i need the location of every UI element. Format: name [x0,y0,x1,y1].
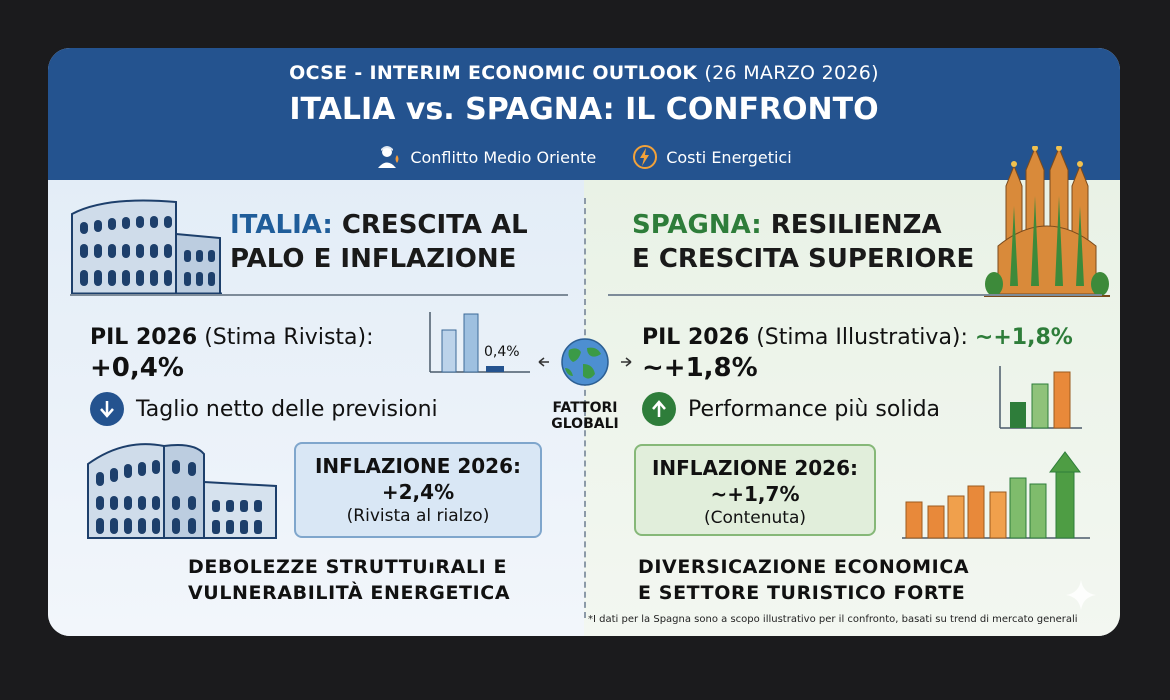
spain-title-line1: RESILIENZA [770,210,942,240]
italy-pil-qualifier: (Stima Rivista): [204,325,374,350]
global-factors: FATTORI GLOBALI [535,338,635,432]
italy-bar-2 [463,313,479,373]
spain-pil-value: ~+1,8% [642,353,758,383]
italy-bottom-line1: DEBOLEZZE STRUTTUıRALI E [188,556,508,578]
italy-title-line1: CRESCITA AL [341,210,528,240]
spain-bar-2 [1031,383,1049,429]
colosseum-lower-icon [87,443,277,539]
spain-title-line2: E CRESCITA SUPERIORE [632,244,975,274]
tag-conflict-label: Conflitto Medio Oriente [410,147,597,167]
italy-inflation-title: INFLAZIONE 2026: [314,454,522,478]
tag-energy-label: Costi Energetici [666,147,792,167]
spain-name: SPAGNA: [632,210,762,240]
spain-separator [608,294,1102,296]
spain-inflation-value: ~+1,7% [710,482,800,506]
spain-note-text: Performance più solida [688,396,941,422]
spain-inflation-box: INFLAZIONE 2026: ~+1,7% (Contenuta) [634,444,876,536]
italy-bottom-line2: VULNERABILITÀ ENERGETICA [188,582,511,604]
italy-title: ITALIA: CRESCITA AL PALO E INFLAZIONE [230,208,528,276]
global-label-1: FATTORI [552,400,618,416]
tag-energy: Costi Energetici [632,144,792,170]
italy-mini-bar-chart [429,312,530,373]
arrow-up-icon [642,392,676,426]
italy-note-text: Taglio netto delle previsioni [136,396,438,422]
panel-divider [584,198,586,618]
italy-pil-value: +0,4% [90,353,184,383]
italy-chart-label: 0,4% [484,344,520,360]
spain-bar-1 [1010,402,1026,428]
spain-note: Performance più solida [642,392,940,426]
tag-conflict: Conflitto Medio Oriente [376,144,596,170]
spain-pil-label: PIL 2026 (Stima Illustrativa): ~+1,8% [642,324,1073,352]
italy-inflation-note: (Rivista al rialzo) [346,506,490,526]
header-subtitle: OCSE - INTERIM ECONOMIC OUTLOOK (26 MARZ… [48,62,1120,84]
subtitle-source: OCSE - INTERIM ECONOMIC OUTLOOK [289,62,698,84]
header-title: ITALIA vs. SPAGNA: IL CONFRONTO [289,92,879,127]
italy-title-line2: PALO E INFLAZIONE [230,244,517,274]
spain-pil-title: PIL 2026 [642,325,750,350]
header-banner: OCSE - INTERIM ECONOMIC OUTLOOK (26 MARZ… [48,48,1120,180]
italy-pil-label: PIL 2026 (Stima Rivista): [90,324,374,352]
global-label-2: GLOBALI [551,416,619,432]
sparkle-icon [1066,580,1096,610]
italy-bottom-text: DEBOLEZZE STRUTTUıRALI E VULNERABILITÀ E… [188,554,510,606]
subtitle-date: (26 MARZO 2026) [704,62,879,84]
spain-inflation-note: (Contenuta) [703,508,807,528]
spain-bottom-line2: E SETTORE TURISTICO FORTE [638,582,966,604]
italy-bar-1 [441,329,457,373]
globe-icon [538,338,632,386]
spain-bar-3 [1053,371,1071,429]
arrow-down-icon [90,392,124,426]
italy-bar-3 [486,366,504,372]
footnote: *I dati per la Spagna sono a scopo illus… [588,614,1078,625]
header-tags: Conflitto Medio Oriente Costi Energetici [48,144,1120,170]
italy-inflation-value: +2,4% [381,480,455,504]
colosseum-icon [71,199,222,296]
spain-title: SPAGNA: RESILIENZA E CRESCITA SUPERIORE [632,208,974,276]
soldier-icon [378,146,399,168]
italy-inflation-box: INFLAZIONE 2026: +2,4% (Rivista al rialz… [294,442,542,538]
spain-bottom-text: DIVERSICAZIONE ECONOMICA E SETTORE TURIS… [638,554,969,606]
global-factors-label: FATTORI GLOBALI [535,400,635,432]
spain-mini-bar-chart [999,366,1082,429]
spain-pil-inline: ~+1,8% [974,325,1073,350]
lightning-icon [633,145,658,169]
spain-inflation-title: INFLAZIONE 2026: [651,456,859,480]
sagrada-familia-icon [984,146,1110,297]
italy-note: Taglio netto delle previsioni [90,392,438,426]
infographic-card: OCSE - INTERIM ECONOMIC OUTLOOK (26 MARZ… [48,48,1120,636]
spain-growth-chart [902,451,1090,539]
italy-name: ITALIA: [230,210,333,240]
italy-separator [70,294,568,296]
italy-pil-title: PIL 2026 [90,325,198,350]
spain-pil-qualifier: (Stima Illustrativa): [756,325,968,350]
spain-bottom-line1: DIVERSICAZIONE ECONOMICA [638,556,970,578]
